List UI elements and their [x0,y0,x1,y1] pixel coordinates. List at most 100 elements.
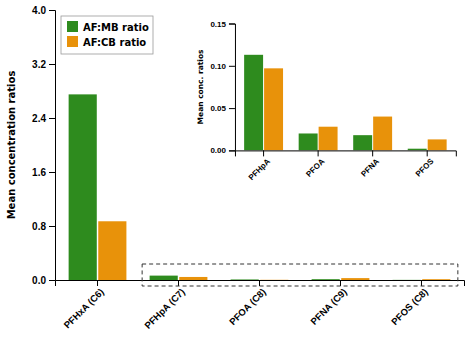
tick-mark [49,118,55,119]
tick-label: PFOA (C8) [227,286,268,327]
bar [393,279,421,280]
tick: PFNA [359,150,381,178]
legend: AF:MB ratio AF:CB ratio [61,16,153,54]
bar [69,94,97,280]
bar [179,277,207,280]
tick: 4.0 [32,5,55,16]
bar [341,278,369,280]
tick-label: PFNA [359,157,381,179]
y-axis-title: Mean concentration ratios [6,71,17,220]
tick-label: 0.05 [210,104,226,113]
series [98,221,450,280]
tick-mark [229,66,235,67]
x-axis: PFHxA (C6) PFHpA (C7) PFOA (C8) PFNA (C9) PF… [56,280,465,331]
tick-label: 0.15 [210,20,226,29]
tick: 0.05 [210,104,235,113]
y-axis: 0.0 0.8 1.6 2.4 3.2 4.0 [32,5,55,286]
tick: PFOA [304,150,326,179]
bar [231,279,259,280]
tick-mark [340,280,341,286]
tick: PFOS (C8) [389,280,430,327]
tick: 2.4 [32,113,55,124]
tick-label: 0.0 [32,275,46,286]
tick-mark [49,64,55,65]
tick: PFOA (C8) [227,280,268,327]
axis-line [229,24,236,151]
tick-mark [229,150,235,151]
tick: 0.8 [32,221,55,232]
axis-line [235,151,456,157]
axis-line [49,11,56,281]
tick: PFNA (C9) [308,280,349,327]
y-axis: 0.00 0.05 0.10 0.15 [210,20,235,156]
tick-label: PFOA [304,157,326,179]
legend-swatch [67,21,78,32]
tick-mark [229,24,235,25]
tick-mark [229,108,235,109]
tick-label: 4.0 [32,5,46,16]
tick-label: 3.2 [32,59,46,70]
tick-label: PFHxA (C6) [61,286,105,330]
tick: 1.6 [32,167,55,178]
tick: 0.00 [210,146,235,155]
bar [373,117,392,151]
inset-background [193,20,460,185]
tick: 0.10 [210,62,235,71]
series [264,68,447,150]
inset-plot: 0.00 0.05 0.10 0.15 PFHpA PFOA PFNA PFOS Mean co… [193,20,460,185]
zoom-box [142,264,458,286]
bar [319,127,338,151]
bar [312,279,340,280]
tick-mark [49,172,55,173]
legend-swatch [67,36,78,47]
bar [244,55,263,151]
tick: 0.15 [210,20,235,29]
tick-mark [318,150,319,156]
tick-label: 0.00 [210,146,226,155]
bar [408,149,427,151]
main-plot: 0.00.81.62.43.24.0PFHxA (C6)PFHpA (C7)PF… [6,5,465,331]
tick-mark [421,280,422,286]
tick: PFOS [414,150,436,178]
bar [264,68,283,150]
tick: 0.0 [32,275,55,286]
tick: PFHpA (C7) [142,280,187,331]
legend-label: AF:CB ratio [83,37,146,48]
tick-label: 0.8 [32,221,46,232]
tick-label: PFOS [414,156,436,178]
legend-label: AF:MB ratio [83,22,149,33]
series [244,55,427,151]
bar [428,139,447,150]
tick-mark [259,280,260,286]
x-axis: PFHpA PFOA PFNA PFOS [235,150,456,182]
tick-label: PFHpA (C7) [142,286,187,331]
tick-mark [49,226,55,227]
tick-mark [49,280,55,281]
tick-label: 1.6 [32,167,46,178]
tick-label: PFNA (C9) [308,286,349,327]
bar [299,133,318,150]
tick-mark [49,10,55,11]
tick: 3.2 [32,59,55,70]
tick-mark [372,150,373,156]
chart: 0.00.81.62.43.24.0PFHxA (C6)PFHpA (C7)PF… [0,0,474,342]
tick-mark [178,280,179,286]
bar [422,279,450,280]
axis-line [56,281,465,287]
y-axis-title: Mean conc. ratios [196,49,205,124]
bar [353,135,372,150]
legend-item: AF:CB ratio [67,36,146,48]
tick-mark [263,150,264,156]
tick-label: PFOS (C8) [389,286,430,327]
tick-mark [427,150,428,156]
tick-mark [97,280,98,286]
tick: PFHxA (C6) [61,280,105,331]
legend-frame [61,16,153,54]
bar [260,279,288,280]
bars [244,55,447,151]
legend-item: AF:MB ratio [67,21,149,33]
tick: PFHpA [247,150,272,182]
tick-label: 2.4 [32,113,46,124]
tick-label: PFHpA [247,157,272,182]
bar [98,221,126,280]
